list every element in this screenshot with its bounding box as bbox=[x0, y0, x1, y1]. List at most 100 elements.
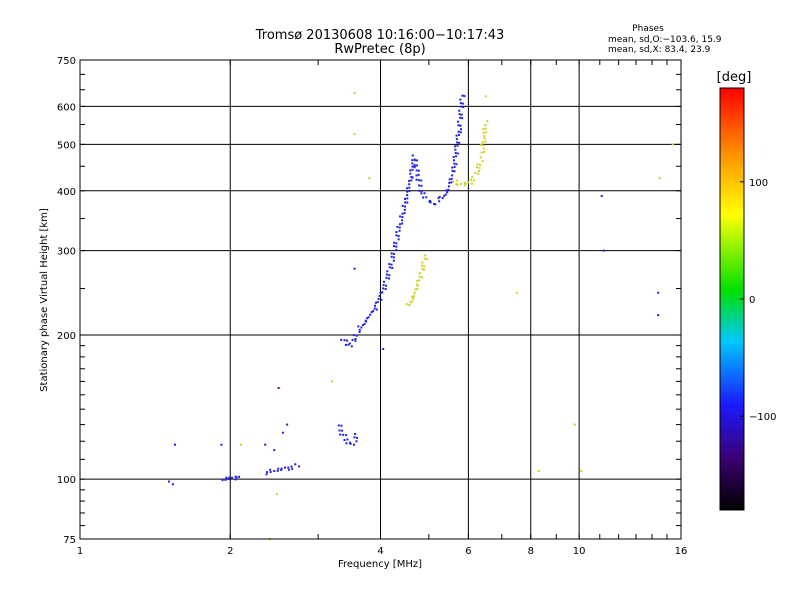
data-point-o bbox=[398, 229, 401, 232]
data-point-o bbox=[445, 189, 448, 192]
data-point-o bbox=[350, 345, 353, 348]
data-point-o bbox=[382, 287, 385, 290]
data-point-o bbox=[383, 280, 386, 283]
data-point-o bbox=[411, 154, 414, 157]
data-point-o bbox=[437, 197, 440, 200]
data-point-o bbox=[403, 205, 406, 208]
data-point-o bbox=[415, 174, 418, 177]
data-point-x bbox=[275, 493, 278, 496]
data-point-o bbox=[417, 173, 420, 176]
data-point-o bbox=[438, 200, 441, 203]
x-tick-label: 6 bbox=[465, 546, 471, 557]
data-point-o bbox=[418, 189, 421, 192]
data-point-o bbox=[395, 242, 398, 245]
data-point-o bbox=[408, 190, 411, 193]
x-tick-label: 8 bbox=[528, 546, 534, 557]
data-point-x bbox=[479, 156, 482, 159]
data-point-o bbox=[451, 166, 454, 169]
data-point-o bbox=[451, 169, 454, 172]
data-point-o bbox=[276, 469, 279, 472]
data-point-x bbox=[476, 163, 479, 166]
colorbar-tick-label: 100 bbox=[749, 178, 768, 189]
data-point-o bbox=[602, 249, 605, 252]
data-point-o bbox=[401, 219, 404, 222]
data-point-o bbox=[357, 325, 360, 328]
x-tick-label: 4 bbox=[377, 546, 383, 557]
data-point-o bbox=[459, 102, 462, 105]
chart-subtitle: RwPretec (8p) bbox=[334, 42, 425, 57]
data-point-o bbox=[463, 95, 466, 98]
data-point-o bbox=[228, 476, 231, 479]
data-point-o bbox=[417, 169, 420, 172]
data-point-o bbox=[456, 141, 459, 144]
data-point-o bbox=[429, 199, 432, 202]
data-point-o bbox=[446, 191, 449, 194]
data-point-o bbox=[406, 190, 409, 193]
data-point-x bbox=[413, 291, 416, 294]
data-point-o bbox=[409, 169, 412, 172]
data-point-x bbox=[464, 182, 467, 185]
x-tick-label: 1 bbox=[77, 546, 83, 557]
data-point-o bbox=[461, 117, 464, 120]
data-point-x bbox=[483, 137, 486, 140]
data-point-x bbox=[423, 265, 426, 268]
data-point-x bbox=[515, 291, 518, 294]
data-point-o bbox=[388, 266, 391, 269]
data-point-o bbox=[411, 159, 414, 162]
data-point-x bbox=[331, 380, 334, 383]
data-point-o bbox=[418, 184, 421, 187]
data-point-o bbox=[459, 98, 462, 101]
data-point-x bbox=[483, 150, 486, 153]
data-point-o bbox=[451, 174, 454, 177]
data-point-o bbox=[265, 473, 268, 476]
data-point-x bbox=[479, 163, 482, 166]
data-point-o bbox=[401, 222, 404, 225]
data-point-o bbox=[273, 469, 276, 472]
data-point-o bbox=[443, 194, 446, 197]
data-point-o bbox=[657, 314, 660, 317]
y-tick-label: 100 bbox=[57, 475, 76, 486]
data-point-o bbox=[397, 238, 400, 241]
data-point-o bbox=[448, 181, 451, 184]
data-point-o bbox=[351, 338, 354, 341]
data-point-o bbox=[404, 201, 407, 204]
data-point-o bbox=[235, 476, 238, 479]
data-point-o bbox=[281, 431, 284, 434]
data-point-o bbox=[343, 439, 346, 442]
data-point-x bbox=[484, 95, 487, 98]
data-point-o bbox=[458, 113, 461, 116]
data-point-o bbox=[408, 179, 411, 182]
data-point-x bbox=[456, 179, 459, 182]
plot-frame bbox=[79, 59, 682, 540]
data-point-o bbox=[358, 328, 361, 331]
data-point-x bbox=[463, 184, 466, 187]
data-point-o bbox=[408, 183, 411, 186]
data-point-x bbox=[239, 443, 242, 446]
data-point-x bbox=[580, 469, 583, 472]
data-point-o bbox=[403, 208, 406, 211]
data-point-o bbox=[410, 175, 413, 178]
data-point-o bbox=[238, 475, 241, 478]
data-point-o bbox=[356, 436, 359, 439]
data-point-o bbox=[406, 197, 409, 200]
data-point-o bbox=[342, 433, 345, 436]
data-point-o bbox=[283, 466, 286, 469]
data-point-o bbox=[411, 165, 414, 168]
data-point-o bbox=[415, 164, 418, 167]
data-point-o bbox=[291, 467, 294, 470]
data-point-o bbox=[460, 105, 463, 108]
data-point-x bbox=[424, 254, 427, 257]
data-point-o bbox=[455, 137, 458, 140]
data-point-o bbox=[376, 301, 379, 304]
data-point-o bbox=[280, 468, 283, 471]
data-point-x bbox=[671, 143, 674, 146]
data-point-o bbox=[290, 465, 293, 468]
data-point-x bbox=[480, 151, 483, 154]
x-tick-label: 16 bbox=[675, 546, 688, 557]
data-point-o bbox=[459, 131, 462, 134]
chart-title: Tromsø 20130608 10:16:00−10:17:43 bbox=[255, 28, 505, 43]
data-point-o bbox=[420, 184, 423, 187]
data-point-o bbox=[420, 192, 423, 195]
data-point-x bbox=[421, 268, 424, 271]
data-point-o bbox=[346, 438, 349, 441]
